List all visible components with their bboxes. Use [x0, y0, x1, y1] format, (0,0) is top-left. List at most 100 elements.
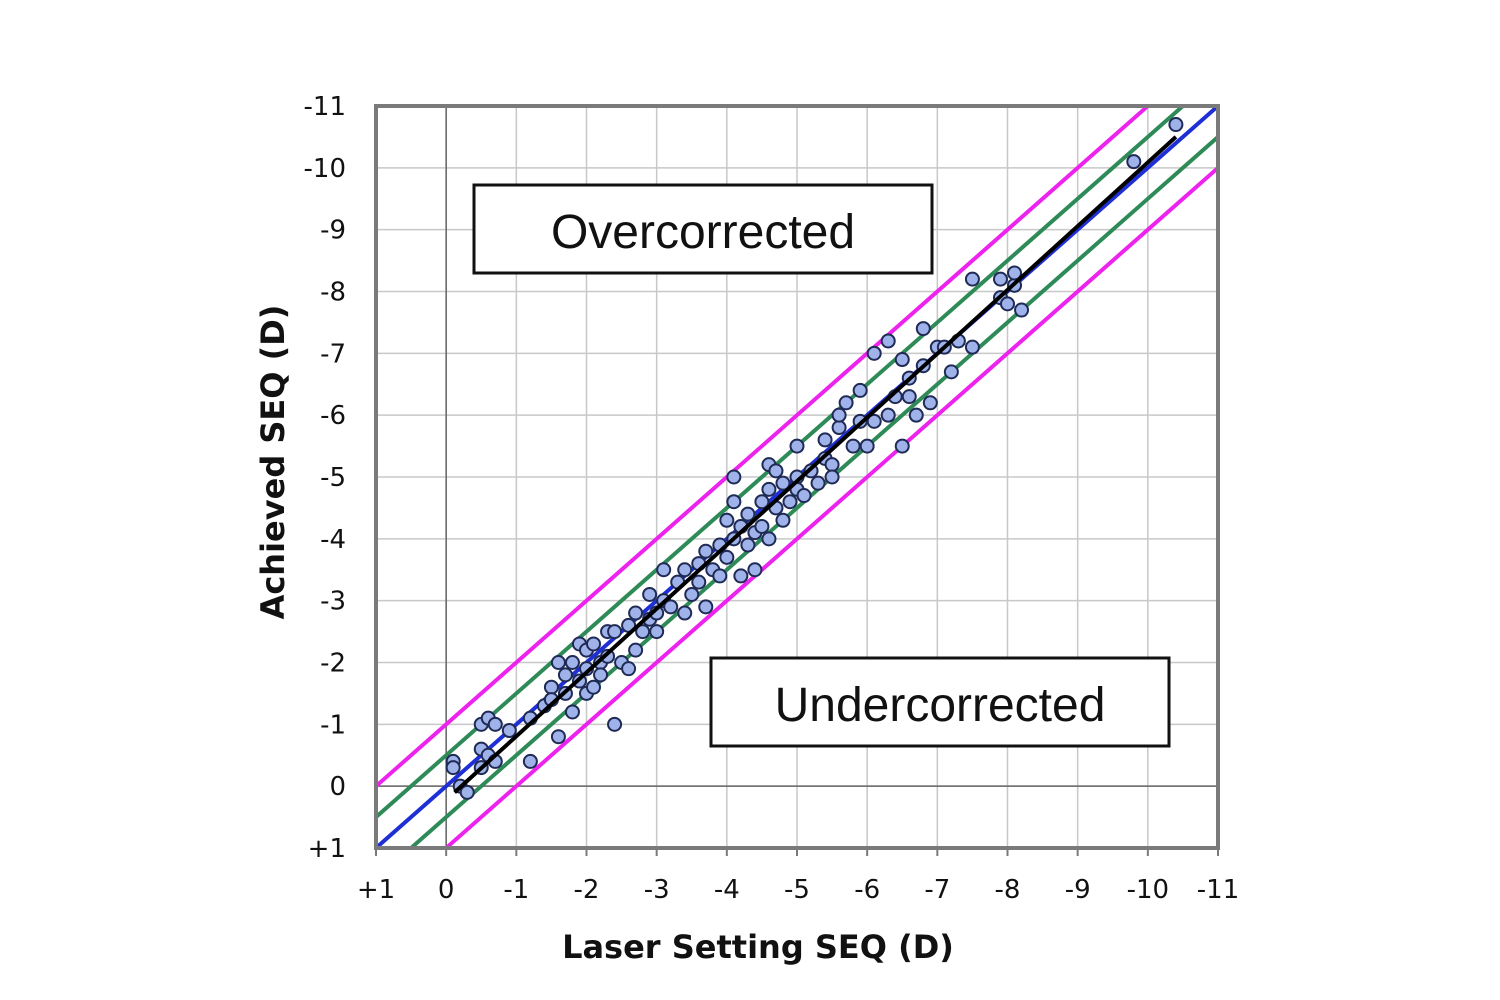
data-point	[761, 531, 777, 547]
x-tick-label: -5	[784, 875, 810, 905]
data-point	[719, 549, 735, 565]
x-tick-label: -3	[644, 875, 670, 905]
x-tick-label: -1	[503, 875, 529, 905]
data-point	[852, 382, 868, 398]
data-point	[733, 568, 749, 584]
x-tick-label: 0	[438, 875, 455, 905]
data-point	[635, 624, 651, 640]
data-point	[607, 716, 623, 732]
data-point	[543, 679, 559, 695]
data-point	[782, 494, 798, 510]
y-tick-label: -3	[320, 587, 346, 617]
data-point	[1000, 296, 1015, 312]
data-point	[557, 667, 573, 683]
x-axis-title: Laser Setting SEQ (D)	[562, 928, 954, 966]
y-tick-label: -1	[320, 710, 346, 740]
y-tick-label: -6	[320, 401, 346, 431]
data-point	[992, 271, 1008, 287]
undercorrected-box: Undercorrected	[709, 656, 1171, 748]
data-point	[831, 420, 847, 436]
data-point	[964, 271, 980, 287]
data-point	[1014, 302, 1030, 318]
data-point	[831, 407, 847, 423]
data-point	[628, 605, 644, 621]
data-point	[866, 413, 882, 429]
plot-frame	[374, 104, 1220, 856]
data-point	[1168, 117, 1184, 133]
data-point	[684, 586, 700, 602]
y-tick-label: -9	[320, 216, 346, 246]
data-point	[586, 679, 602, 695]
data-point	[838, 395, 854, 411]
data-point	[880, 407, 896, 423]
data-point	[719, 512, 735, 528]
data-point	[775, 512, 791, 528]
y-tick-label: 0	[329, 772, 346, 802]
y-tick-label: +1	[308, 834, 346, 864]
overcorrected-label: Overcorrected	[551, 206, 855, 259]
data-point	[1126, 154, 1142, 170]
data-point	[754, 494, 770, 510]
data-point	[747, 562, 763, 578]
data-point	[824, 457, 840, 473]
x-tick-label: -8	[995, 875, 1021, 905]
x-tick-label: -7	[924, 875, 950, 905]
data-point	[964, 339, 980, 355]
undercorrected-box-frame	[709, 656, 1171, 748]
data-point	[894, 352, 910, 368]
data-point	[915, 321, 931, 337]
data-point	[607, 624, 623, 640]
data-point	[642, 586, 658, 602]
data-point	[908, 407, 924, 423]
y-tick-label: -4	[320, 525, 346, 555]
undercorrected-label: Undercorrected	[775, 679, 1106, 732]
y-tick-label: -2	[320, 649, 346, 679]
data-point	[550, 729, 566, 745]
data-point	[445, 760, 461, 776]
one-diopter-band-line	[443, 166, 1218, 848]
data-point	[761, 481, 777, 497]
data-point	[796, 488, 812, 504]
data-point	[522, 753, 538, 769]
x-tick-label: -11	[1197, 875, 1239, 905]
data-point	[754, 518, 770, 534]
y-tick-label: -5	[320, 463, 346, 493]
data-point	[593, 667, 609, 683]
overcorrected-box-frame	[472, 183, 934, 275]
y-axis-title: Achieved SEQ (D)	[254, 305, 292, 620]
x-tick-label: -2	[574, 875, 600, 905]
data-point	[859, 438, 875, 454]
data-point	[880, 333, 896, 349]
x-tick-label: -10	[1127, 875, 1169, 905]
data-point	[866, 345, 882, 361]
data-point	[726, 469, 742, 485]
data-point	[845, 438, 861, 454]
data-point	[698, 543, 714, 559]
x-tick-label: +1	[357, 875, 395, 905]
data-point	[459, 784, 475, 800]
data-point	[628, 642, 644, 658]
data-point	[768, 463, 784, 479]
data-point	[649, 624, 665, 640]
x-tick-label: -4	[714, 875, 740, 905]
x-tick-label: -9	[1065, 875, 1091, 905]
data-point	[586, 636, 602, 652]
data-point	[656, 562, 672, 578]
data-point	[487, 716, 503, 732]
regression-line-path	[453, 135, 1178, 794]
overcorrected-box: Overcorrected	[472, 183, 934, 275]
data-point	[501, 723, 517, 739]
x-tick-label: -6	[854, 875, 880, 905]
data-point	[740, 506, 756, 522]
data-point	[922, 395, 938, 411]
data-point	[810, 475, 826, 491]
data-point	[621, 661, 637, 677]
data-point	[894, 438, 910, 454]
half-diopter-band-line	[408, 135, 1218, 848]
data-point	[824, 469, 840, 485]
tick-labels: +1 0 -1 -2 -3 -4 -5 -6 -7 -8 -9 -10 -11 +1 0 -1 -2 -3 -4 -5…	[304, 92, 1240, 905]
data-points	[445, 117, 1184, 800]
data-point	[677, 562, 693, 578]
